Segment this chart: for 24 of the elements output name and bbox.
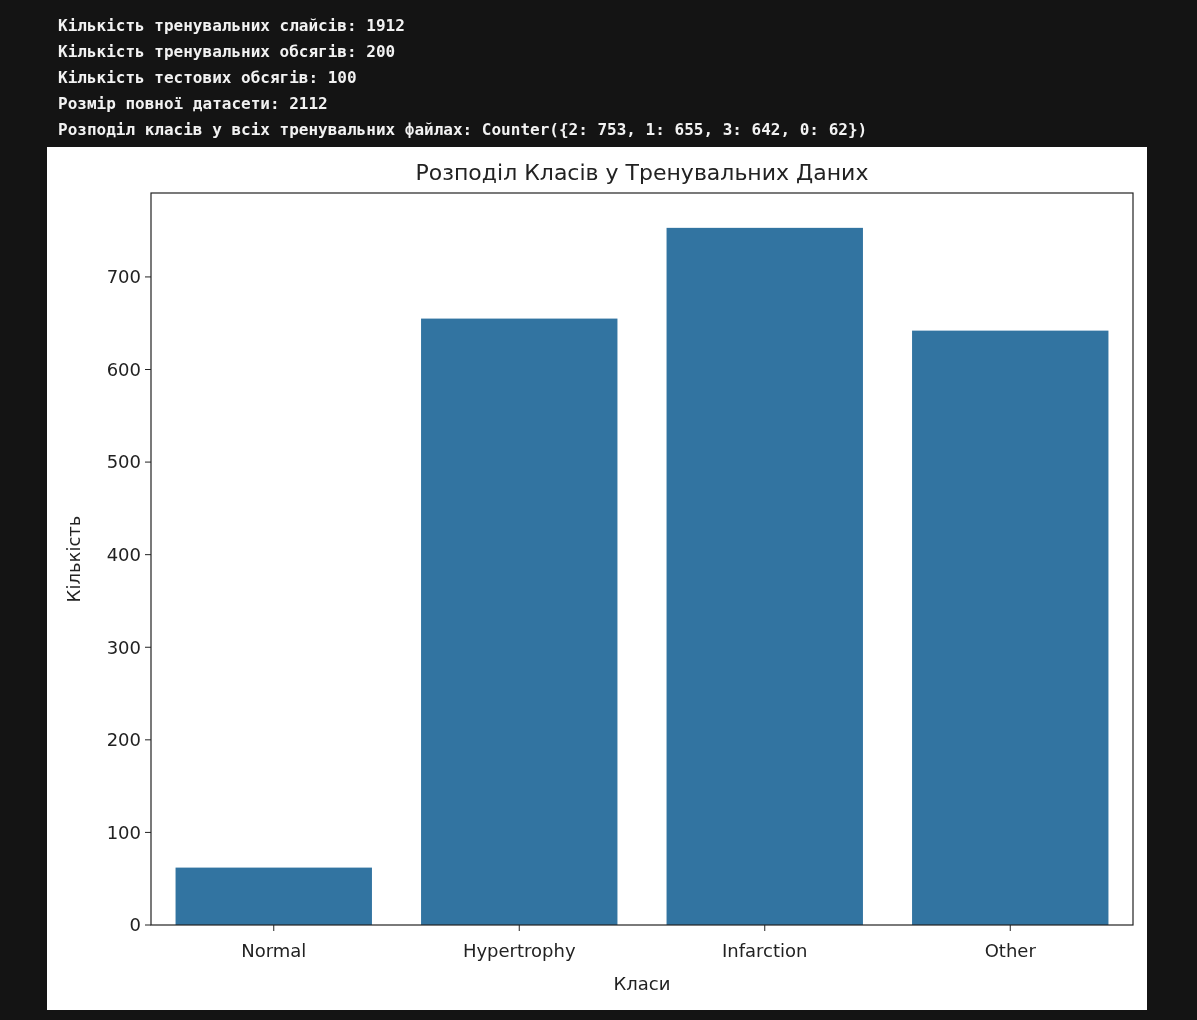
x-tick-label: Hypertrophy [462,940,576,961]
bar [912,330,1109,925]
x-tick-label: Normal [241,940,307,961]
bar [175,867,372,925]
x-tick-label: Infarction [722,940,808,961]
bar [421,318,618,925]
y-tick-label: 200 [106,729,141,751]
chart-title: Розподіл Класів у Тренувальних Даних [415,160,869,185]
y-axis-title: Кількість [63,515,84,603]
text: Кількість тренувальних обсягів: 200 [58,42,396,61]
text: Кількість тренувальних слайсів: 1912 [58,16,405,35]
y-tick-label: 500 [106,451,141,473]
y-tick-label: 100 [106,821,141,843]
x-axis-title: Класи [613,973,671,994]
y-tick-label: 700 [106,266,141,288]
y-tick-label: 0 [129,914,141,936]
y-tick-label: 400 [106,543,141,565]
bar [666,227,863,925]
text: Розмір повної датасети: 2112 [58,94,328,113]
y-tick-label: 600 [106,358,141,380]
x-tick-label: Other [984,940,1037,961]
y-tick-label: 300 [106,636,141,658]
text: Розподіл класів у всіх тренувальних файлах: Counter({2: 753, 1: 655, 3: 642, 0: 62}) [58,120,868,139]
text: Кількість тестових обсягів: 100 [58,68,357,87]
